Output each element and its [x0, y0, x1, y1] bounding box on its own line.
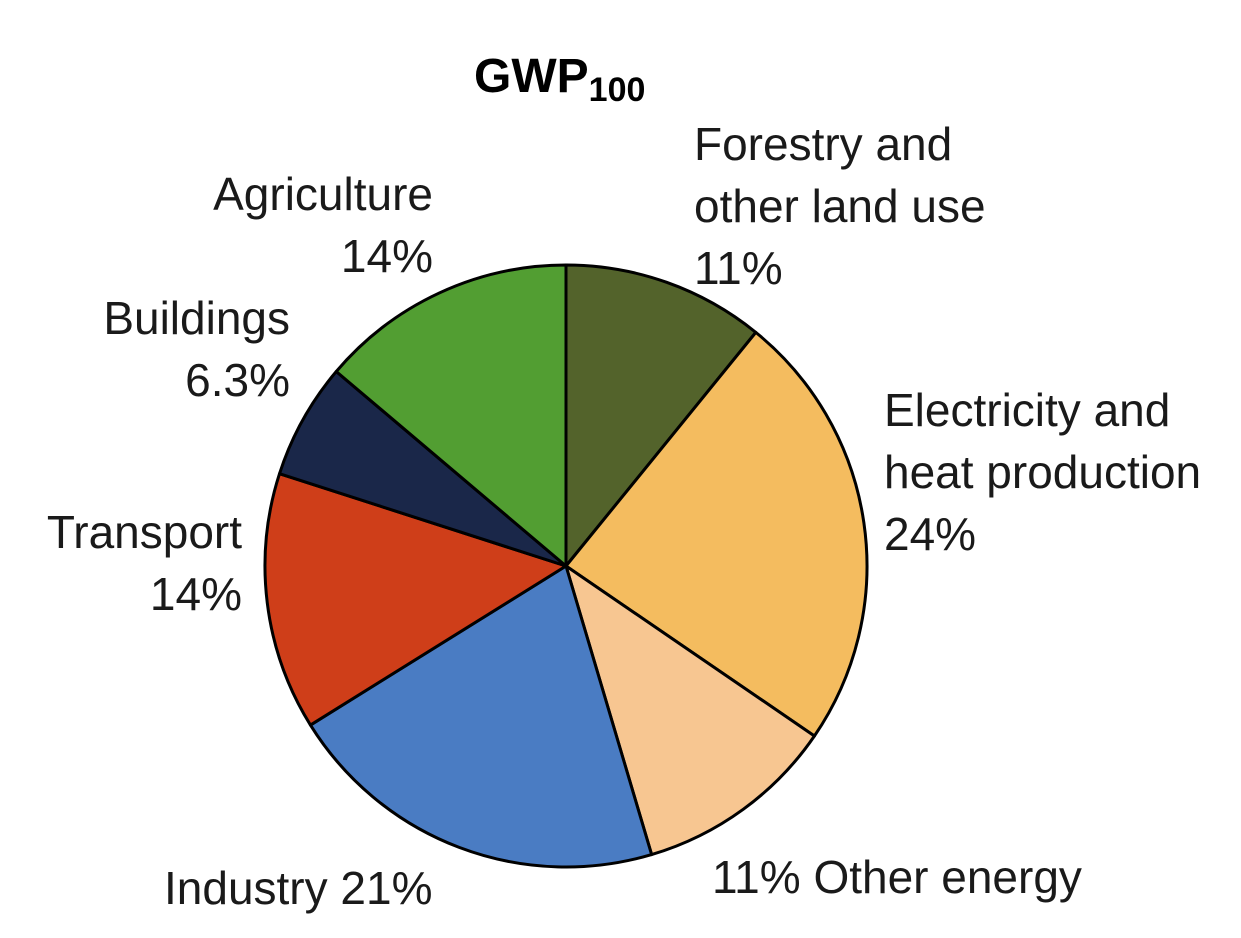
pie-slice-other-energy — [564, 564, 816, 857]
label-forestry-and-other-land-use: Forestry and other land use 11% — [694, 118, 986, 294]
pie-slice-electricity-and-heat-production — [564, 330, 869, 738]
label-buildings: Buildings 6.3% — [103, 292, 290, 406]
pie-slice-forestry-and-other-land-use — [564, 263, 758, 568]
label-transport: Transport 14% — [47, 506, 242, 620]
pie-slice-industry — [308, 564, 654, 869]
label-line-electricity-and-heat-production: Electricity and — [884, 384, 1170, 436]
pie-slices — [263, 263, 869, 869]
pie-labels: Forestry and other land use 11% Electricity… — [47, 118, 1201, 914]
label-value-agriculture: 14% — [341, 230, 433, 282]
chart-title-subscript: 100 — [589, 71, 646, 109]
chart-title-main: GWP — [474, 50, 589, 103]
label-value-buildings: 6.3% — [185, 354, 290, 406]
label-industry: Industry 21% — [164, 862, 433, 914]
label-line-electricity-and-heat-production: heat production — [884, 446, 1201, 498]
label-line-agriculture: Agriculture — [213, 168, 433, 220]
label-electricity-and-heat-production: Electricity and heat production 24% — [884, 384, 1201, 560]
label-value-other-energy: 11% — [712, 851, 813, 903]
label-value-electricity-and-heat-production: 24% — [884, 508, 976, 560]
label-line-other-energy: Other energy — [813, 851, 1081, 903]
label-value-industry: 21% — [340, 862, 432, 914]
label-line-buildings: Buildings — [103, 292, 290, 344]
label-other-energy: 11% Other energy — [712, 851, 1082, 903]
label-line-forestry-and-other-land-use: Forestry and — [694, 118, 952, 170]
label-line-industry: Industry — [164, 862, 340, 914]
chart-title: GWP100 — [474, 50, 645, 109]
pie-slice-buildings — [278, 370, 568, 568]
label-value-transport: 14% — [150, 568, 242, 620]
label-agriculture: Agriculture 14% — [213, 168, 433, 282]
label-line-transport: Transport — [47, 506, 242, 558]
label-line-forestry-and-other-land-use: other land use — [694, 180, 986, 232]
label-value-forestry-and-other-land-use: 11% — [694, 242, 783, 294]
pie-slice-transport — [263, 472, 568, 727]
pie-slice-agriculture — [334, 263, 568, 568]
